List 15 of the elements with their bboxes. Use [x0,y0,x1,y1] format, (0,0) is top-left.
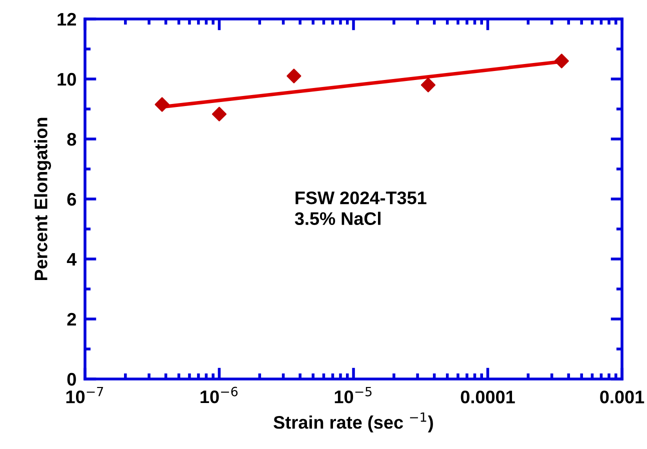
y-tick-label: 0 [67,372,76,386]
x-axis-title: Strain rate (sec $^{−1}$) [274,412,433,432]
y-tick-label: 10 [58,72,76,86]
y-tick-label: 2 [67,312,76,326]
x-tick-label: 0.0001 [460,390,515,404]
x-tick-label: 10$^{−6}$ [200,386,238,404]
x-tick-label: 10$^{−5}$ [334,386,372,404]
y-tick-label: 8 [67,132,76,146]
y-axis-title: Percent Elongation [34,118,52,280]
x-tick-label: 0.001 [600,390,644,404]
x-tick-label: 10$^{−7}$ [66,386,104,404]
annotation: FSW 2024-T351 3.5% NaCl [294,191,426,226]
y-tick-label: 12 [58,12,76,26]
y-tick-label: 6 [67,192,76,206]
y-tick-label: 4 [66,253,77,266]
